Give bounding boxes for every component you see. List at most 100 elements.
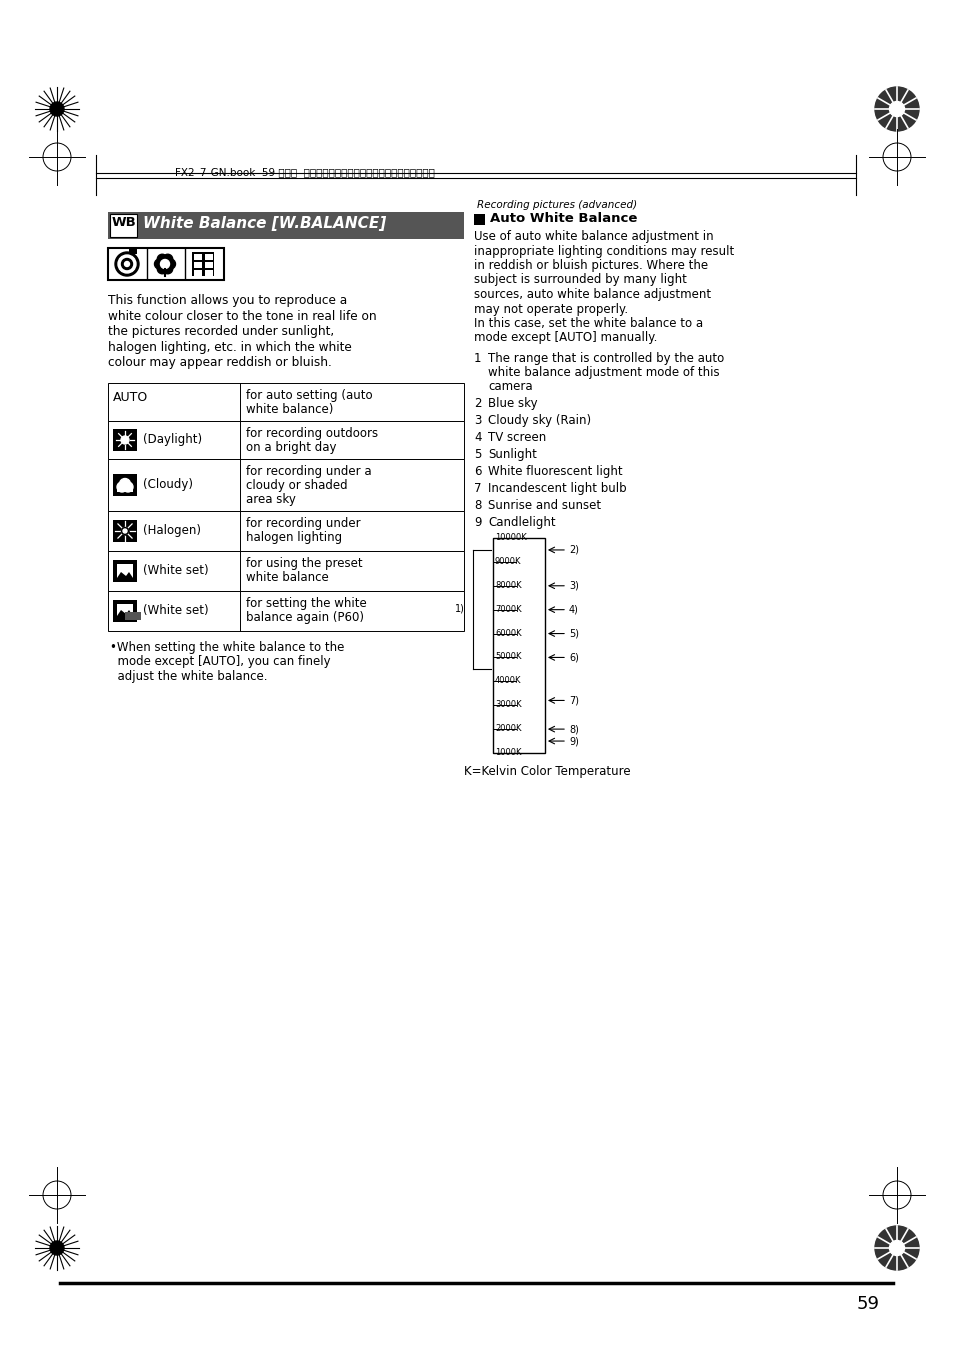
Text: (White set): (White set) [143,604,209,617]
Text: 8000K: 8000K [495,581,521,590]
Bar [112,429,137,452]
Bar [108,551,463,590]
Circle shape [163,255,172,264]
Text: for auto setting (auto: for auto setting (auto [246,390,373,402]
Circle shape [165,259,175,270]
Bar [117,487,132,492]
Text: This function allows you to reproduce a: This function allows you to reproduce a [108,294,347,307]
Text: for recording under: for recording under [246,518,360,530]
Text: Cloudy sky (Rain): Cloudy sky (Rain) [488,414,591,427]
Circle shape [888,101,903,116]
Text: for setting the white: for setting the white [246,597,366,611]
Text: 9): 9) [568,736,578,745]
Text: halogen lighting: halogen lighting [246,531,342,545]
Bar [205,270,213,276]
Text: inappropriate lighting conditions may result: inappropriate lighting conditions may re… [474,244,734,257]
Text: the pictures recorded under sunlight,: the pictures recorded under sunlight, [108,325,334,338]
Text: 7000K: 7000K [495,605,521,613]
Text: 2: 2 [474,398,481,410]
Text: Use of auto white balance adjustment in: Use of auto white balance adjustment in [474,231,713,243]
Text: white balance): white balance) [246,403,333,417]
Text: K=Kelvin Color Temperature: K=Kelvin Color Temperature [463,766,630,778]
Text: halogen lighting, etc. in which the white: halogen lighting, etc. in which the whit… [108,341,352,353]
Text: sources, auto white balance adjustment: sources, auto white balance adjustment [474,288,710,301]
Text: (White set): (White set) [143,563,209,577]
Text: area sky: area sky [246,493,295,506]
Bar [108,248,224,280]
Circle shape [121,527,129,535]
Circle shape [125,262,130,267]
Circle shape [50,1242,64,1255]
Bar [108,383,463,421]
Text: Auto White Balance: Auto White Balance [490,212,637,225]
Bar [192,252,213,276]
Circle shape [874,88,918,131]
Text: may not operate properly.: may not operate properly. [474,302,627,315]
Bar [108,460,463,511]
Text: 59: 59 [856,1295,879,1313]
Bar [205,262,213,268]
Bar [125,612,141,620]
Text: 5: 5 [474,448,481,461]
Bar [112,559,137,582]
Text: camera: camera [488,380,532,394]
Text: adjust the white balance.: adjust the white balance. [110,670,267,683]
Text: 1000K: 1000K [495,748,521,758]
Circle shape [160,260,170,268]
Circle shape [119,479,131,489]
Text: in reddish or bluish pictures. Where the: in reddish or bluish pictures. Where the [474,259,707,272]
Text: AUTO: AUTO [112,391,148,404]
Bar [117,563,132,578]
Bar [112,474,137,496]
Bar [129,249,137,253]
Bar [110,214,137,237]
Polygon shape [117,572,132,578]
Text: 1): 1) [455,604,464,613]
Text: 10000K: 10000K [495,532,526,542]
Text: •When setting the white balance to the: •When setting the white balance to the [110,642,344,654]
Text: white balance: white balance [246,572,329,584]
Text: on a bright day: on a bright day [246,441,336,454]
Text: 3): 3) [568,581,578,590]
Text: 6: 6 [474,465,481,479]
Text: WB: WB [112,216,136,229]
Text: cloudy or shaded: cloudy or shaded [246,479,347,492]
Text: subject is surrounded by many light: subject is surrounded by many light [474,274,686,287]
Circle shape [121,527,129,535]
Circle shape [157,255,167,264]
Bar [108,212,463,239]
Text: (Daylight): (Daylight) [143,433,202,446]
Bar [193,253,202,260]
Text: 4): 4) [568,605,578,615]
Text: Blue sky: Blue sky [488,398,537,410]
Circle shape [154,259,164,270]
Text: 7): 7) [568,696,578,705]
Bar [205,253,213,260]
Text: Candlelight: Candlelight [488,516,555,528]
Text: Incandescent light bulb: Incandescent light bulb [488,483,626,495]
Text: colour may appear reddish or bluish.: colour may appear reddish or bluish. [108,356,332,369]
Text: The range that is controlled by the auto: The range that is controlled by the auto [488,352,723,365]
Circle shape [163,264,172,274]
Text: 9: 9 [474,516,481,528]
Text: mode except [AUTO], you can finely: mode except [AUTO], you can finely [110,655,331,669]
Text: white balance adjustment mode of this: white balance adjustment mode of this [488,367,719,379]
Text: 2): 2) [568,545,578,555]
Bar [112,520,137,542]
Text: (Halogen): (Halogen) [143,524,201,537]
Circle shape [121,435,129,443]
Text: 5): 5) [568,628,578,639]
Circle shape [121,259,132,270]
Bar [117,604,132,616]
Text: TV screen: TV screen [488,431,546,443]
Text: Recording pictures (advanced): Recording pictures (advanced) [476,200,637,210]
Bar [193,262,202,268]
Text: 2000K: 2000K [495,724,521,733]
Bar [474,214,484,225]
Text: Sunlight: Sunlight [488,448,537,461]
Text: Sunrise and sunset: Sunrise and sunset [488,499,600,512]
Text: 5000K: 5000K [495,652,521,662]
Text: balance again (P60): balance again (P60) [246,611,364,624]
Circle shape [123,483,132,492]
Bar [108,511,463,551]
